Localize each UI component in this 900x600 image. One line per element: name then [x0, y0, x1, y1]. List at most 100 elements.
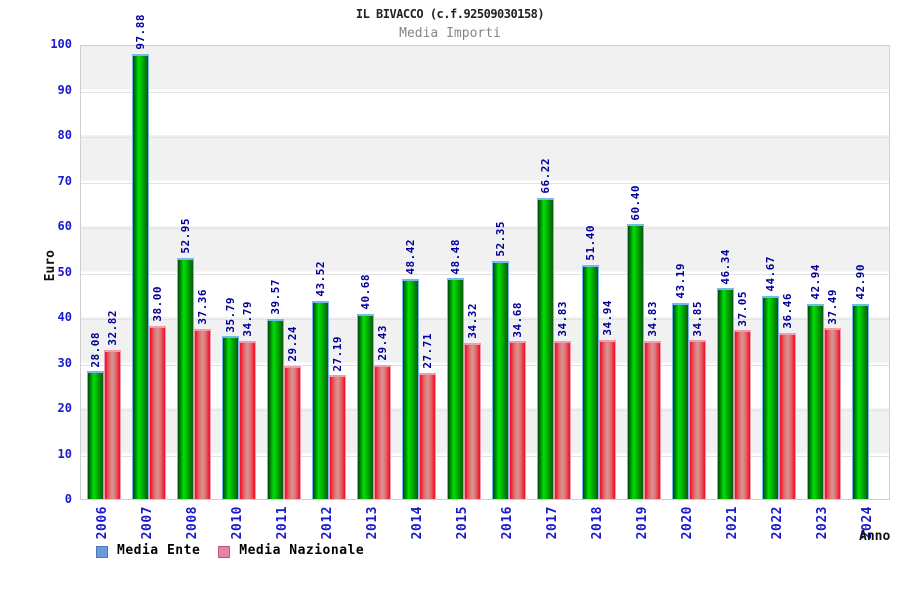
bar-value-label-media-nazionale-2023: 37.49 [825, 288, 839, 325]
gridline-90 [81, 91, 889, 93]
bar-media-ente-2017 [537, 197, 554, 499]
y-tick-label-30: 30 [57, 355, 72, 370]
bar-media-ente-2021 [717, 288, 734, 499]
x-tick-label-2020: 2020 [680, 506, 695, 540]
y-tick-label-70: 70 [57, 173, 72, 188]
bar-value-label-media-ente-2018: 51.40 [583, 225, 597, 262]
x-tick-label-2018: 2018 [590, 506, 605, 540]
gridline-70 [81, 182, 889, 184]
gridline-40 [81, 319, 889, 320]
legend-label-media-nazionale: Media Nazionale [239, 543, 365, 558]
legend: Media Ente Media Nazionale [96, 543, 364, 558]
gridline-30 [81, 364, 889, 366]
bar-media-nazionale-2021 [734, 330, 751, 499]
x-tick-label-2007: 2007 [140, 506, 155, 540]
x-tick-label-2016: 2016 [500, 506, 515, 540]
bar-media-ente-2013 [357, 313, 374, 499]
bar-media-nazionale-2019 [644, 340, 661, 499]
bar-value-label-media-ente-2015: 48.48 [448, 238, 462, 275]
bar-value-label-media-nazionale-2012: 27.19 [330, 335, 344, 372]
x-tick-label-2012: 2012 [320, 506, 335, 540]
y-tick-label-10: 10 [57, 446, 72, 461]
legend-swatch-media-nazionale [218, 545, 231, 558]
bar-value-label-media-ente-2011: 39.57 [268, 279, 282, 315]
bar-value-label-media-nazionale-2013: 29.43 [375, 325, 389, 362]
bar-media-nazionale-2017 [554, 340, 571, 499]
bar-value-label-media-ente-2013: 40.68 [358, 274, 372, 310]
x-tick-label-2011: 2011 [275, 506, 290, 540]
bar-value-label-media-nazionale-2007: 38.00 [150, 286, 164, 323]
bar-media-ente-2024 [852, 303, 869, 499]
bar-value-label-media-nazionale-2010: 34.79 [240, 301, 254, 337]
bar-media-nazionale-2007 [149, 326, 166, 499]
bar-value-label-media-ente-2010: 35.79 [223, 296, 237, 333]
gridline-50 [81, 273, 889, 275]
x-tick-label-2015: 2015 [455, 506, 470, 540]
bar-value-label-media-ente-2017: 66.22 [538, 158, 552, 194]
x-tick-label-2008: 2008 [185, 506, 200, 540]
y-tick-label-40: 40 [57, 310, 72, 324]
x-tick-label-2010: 2010 [230, 506, 245, 540]
bar-media-nazionale-2006 [104, 349, 121, 499]
bar-media-ente-2019 [627, 224, 644, 499]
legend-label-media-ente: Media Ente [117, 543, 201, 558]
bar-value-label-media-nazionale-2006: 32.82 [105, 310, 119, 346]
bar-value-label-media-nazionale-2019: 34.83 [645, 300, 659, 337]
plot-area: 28.08 32.82 97.88 38.00 52.95 37.36 35.79 34.79… [80, 14, 890, 500]
bar-media-ente-2016 [492, 260, 509, 499]
bar-media-nazionale-2023 [824, 328, 841, 499]
bar-media-ente-2023 [807, 303, 824, 499]
bar-media-nazionale-2015 [464, 342, 481, 499]
bar-value-label-media-nazionale-2021: 37.05 [735, 290, 749, 327]
bar-media-nazionale-2008 [194, 329, 211, 499]
bar-value-label-media-ente-2008: 52.95 [178, 218, 192, 255]
bar-value-label-media-nazionale-2011: 29.24 [285, 326, 299, 362]
y-tick-label-100: 100 [50, 37, 72, 51]
bar-value-label-media-nazionale-2014: 27.71 [420, 333, 434, 369]
bar-value-label-media-nazionale-2015: 34.32 [465, 303, 479, 339]
bar-media-nazionale-2010 [239, 340, 256, 499]
bar-value-label-media-nazionale-2020: 34.85 [690, 300, 704, 337]
gridline-20 [81, 410, 889, 411]
legend-swatch-media-ente [96, 545, 108, 558]
bar-value-label-media-ente-2012: 43.52 [313, 261, 327, 297]
y-tick-label-50: 50 [57, 264, 72, 279]
bar-value-label-media-ente-2024: 42.90 [853, 264, 867, 300]
bar-media-nazionale-2020 [689, 340, 706, 499]
bar-media-nazionale-2016 [509, 341, 526, 499]
x-axis-title: Anno [859, 529, 891, 544]
y-tick-label-0: 0 [64, 492, 72, 506]
bar-value-label-media-nazionale-2022: 36.46 [780, 293, 794, 330]
chart-subtitle: Media Importi [399, 26, 501, 41]
bar-media-ente-2022 [762, 295, 779, 499]
bar-media-ente-2007 [132, 53, 149, 499]
y-tick-label-80: 80 [57, 128, 72, 142]
bar-media-nazionale-2011 [284, 366, 301, 499]
bar-media-ente-2008 [177, 258, 194, 499]
y-tick-label-90: 90 [57, 82, 72, 97]
x-tick-label-2019: 2019 [635, 506, 650, 540]
chart-title: IL BIVACCO (c.f.92509030158) [355, 7, 545, 21]
bar-value-label-media-ente-2014: 48.42 [403, 239, 417, 275]
bar-media-ente-2018 [582, 265, 599, 499]
x-tick-label-2022: 2022 [770, 506, 785, 540]
gridline-80 [81, 137, 889, 138]
bar-value-label-media-nazionale-2016: 34.68 [510, 301, 524, 338]
bar-value-label-media-ente-2022: 44.67 [763, 256, 777, 292]
bar-media-nazionale-2014 [419, 372, 436, 499]
gridline-10 [81, 455, 889, 457]
bar-media-ente-2015 [447, 278, 464, 499]
bar-media-nazionale-2018 [599, 340, 616, 499]
bar-media-ente-2011 [267, 319, 284, 499]
bar-value-label-media-ente-2021: 46.34 [718, 248, 732, 285]
x-tick-label-2006: 2006 [95, 506, 110, 540]
bar-value-label-media-ente-2019: 60.40 [628, 184, 642, 221]
bar-value-label-media-nazionale-2018: 34.94 [600, 300, 614, 336]
bar-value-label-media-ente-2006: 28.08 [88, 331, 102, 368]
x-tick-label-2021: 2021 [725, 506, 740, 540]
bar-media-ente-2020 [672, 302, 689, 499]
bar-value-label-media-ente-2023: 42.94 [808, 263, 822, 300]
bar-media-ente-2010 [222, 336, 239, 499]
bar-value-label-media-ente-2020: 43.19 [673, 262, 687, 299]
